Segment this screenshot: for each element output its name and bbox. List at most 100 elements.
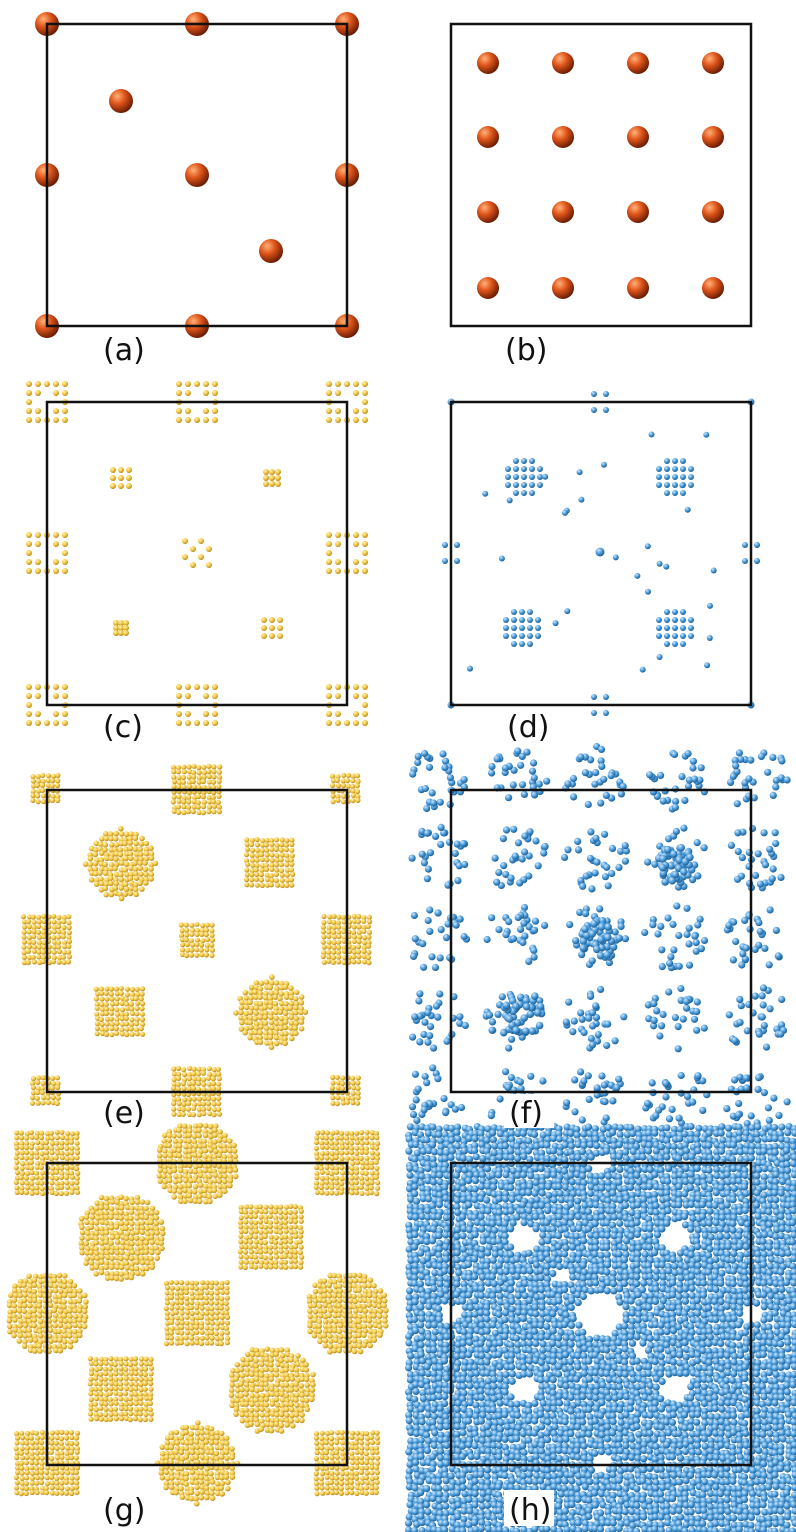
sphere (254, 1372, 260, 1378)
sphere (62, 1324, 69, 1330)
sphere (289, 1366, 295, 1373)
sphere (513, 490, 519, 496)
sphere (108, 1376, 114, 1382)
sphere (258, 1386, 265, 1393)
sphere (79, 1245, 85, 1251)
sphere (189, 947, 195, 953)
sphere (252, 989, 258, 995)
sphere (138, 1381, 144, 1387)
sphere (253, 1358, 259, 1364)
sphere (53, 684, 59, 690)
sphere (180, 779, 186, 785)
sphere (161, 1183, 168, 1190)
sphere (244, 1204, 250, 1210)
sphere (313, 1145, 319, 1151)
sphere (209, 1335, 215, 1341)
sphere (225, 1479, 231, 1486)
sphere (249, 877, 255, 883)
sphere (239, 1372, 246, 1379)
sphere (167, 1152, 174, 1159)
sphere (710, 567, 717, 574)
sphere (113, 830, 119, 837)
sphere (354, 1490, 360, 1497)
sphere (203, 1123, 209, 1129)
sphere (128, 831, 135, 837)
sphere (69, 1170, 75, 1176)
sphere (162, 1152, 168, 1159)
sphere (32, 1303, 38, 1309)
sphere (95, 991, 101, 997)
sphere (198, 1290, 204, 1296)
sphere (592, 1135, 600, 1143)
sphere (159, 1450, 166, 1457)
sphere (344, 381, 350, 387)
sphere (59, 1480, 65, 1486)
sphere (432, 1002, 441, 1010)
sphere (334, 1439, 340, 1446)
sphere (227, 1178, 234, 1184)
sphere (216, 784, 222, 790)
sphere (357, 1313, 363, 1320)
sphere (684, 1092, 692, 1101)
sphere (354, 1145, 360, 1151)
sphere (349, 1444, 355, 1451)
sphere (684, 750, 692, 758)
sphere (196, 1076, 202, 1082)
sphere (62, 550, 68, 556)
sphere (326, 693, 332, 699)
sphere (211, 1154, 218, 1160)
sphere (139, 1225, 146, 1231)
sphere (673, 902, 681, 910)
sphere (268, 1044, 275, 1050)
sphere (526, 1010, 535, 1018)
sphere (349, 1455, 355, 1461)
sphere (467, 665, 473, 672)
sphere (40, 949, 47, 955)
sphere (243, 1401, 249, 1407)
sphere (324, 1179, 330, 1185)
sphere (23, 1480, 30, 1487)
sphere (611, 1123, 619, 1131)
sphere (35, 381, 41, 387)
sphere (324, 1470, 330, 1476)
sphere (165, 1475, 171, 1482)
sphere (299, 1417, 305, 1424)
sphere (694, 872, 702, 880)
sphere (428, 953, 436, 961)
sphere (284, 857, 290, 863)
sphere (683, 904, 691, 912)
sphere (61, 1292, 68, 1299)
sphere (215, 1490, 221, 1497)
sphere (283, 1393, 290, 1399)
sphere (693, 998, 701, 1006)
sphere (288, 990, 295, 996)
sphere (39, 1180, 45, 1186)
sphere (200, 778, 206, 785)
sphere (34, 1189, 40, 1196)
sphere (195, 1071, 201, 1077)
sphere (187, 1065, 193, 1071)
sphere (357, 1307, 364, 1314)
sphere (274, 985, 280, 992)
sphere (334, 1485, 340, 1491)
sphere (240, 1356, 246, 1363)
sphere (118, 467, 124, 473)
sphere (577, 1068, 585, 1076)
sphere (79, 1249, 85, 1256)
sphere (326, 408, 332, 414)
sphere (129, 1391, 135, 1397)
sphere (214, 1430, 220, 1436)
sphere (258, 1361, 265, 1368)
sphere (108, 1372, 114, 1378)
sphere (278, 1214, 284, 1220)
sphere (98, 1416, 105, 1422)
sphere (453, 1129, 461, 1137)
sphere (199, 942, 205, 948)
sphere (360, 1475, 366, 1481)
sphere (600, 461, 607, 468)
sphere (616, 1130, 624, 1139)
sphere (179, 927, 185, 934)
sphere (521, 490, 527, 496)
sphere (508, 1135, 516, 1143)
sphere (356, 924, 362, 930)
